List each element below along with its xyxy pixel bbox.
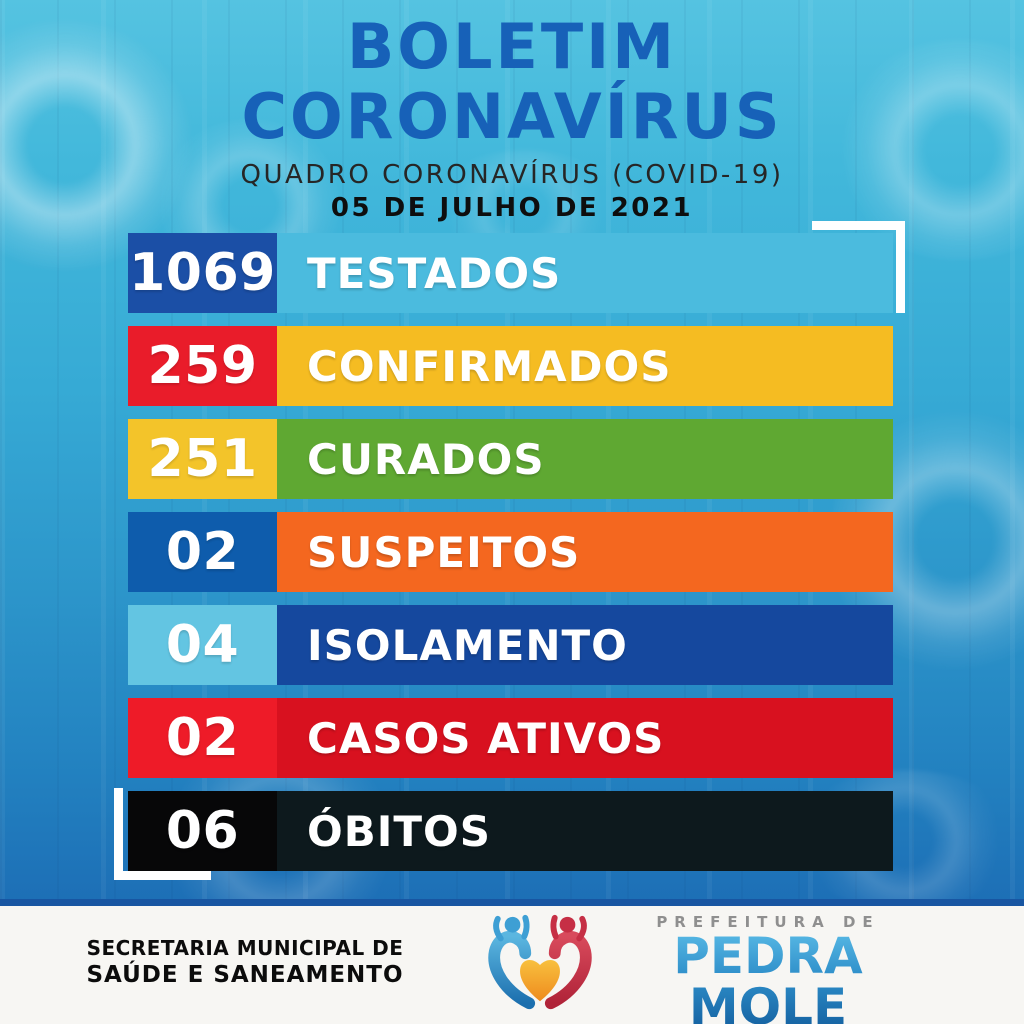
footer-rule xyxy=(0,899,1024,906)
stat-row: 04 ISOLAMENTO xyxy=(128,605,893,685)
stat-label: SUSPEITOS xyxy=(307,527,581,577)
stat-row: 1069 TESTADOS xyxy=(128,233,893,313)
pedra-mole-logo xyxy=(488,914,592,1010)
secretariat-block: SECRETARIA MUNICIPAL DE SAÚDE E SANEAMEN… xyxy=(50,936,440,990)
subtitle: QUADRO CORONAVÍRUS (COVID-19) xyxy=(240,160,784,190)
decor-frame-corner-top-right xyxy=(812,221,905,313)
stats-list: 1069 TESTADOS 259 CONFIRMADOS 251 CURADO… xyxy=(128,233,893,884)
page-title-line1: BOLETIM xyxy=(347,10,677,83)
stat-value: 02 xyxy=(128,512,277,592)
person-figure-right xyxy=(544,914,592,1010)
stat-row: 251 CURADOS xyxy=(128,419,893,499)
stat-label: CASOS ATIVOS xyxy=(307,713,665,763)
stat-label: CONFIRMADOS xyxy=(307,341,672,391)
heart-icon xyxy=(520,960,560,1002)
stat-row: 06 ÓBITOS xyxy=(128,791,893,871)
stat-label: TESTADOS xyxy=(307,248,562,298)
stat-value: 1069 xyxy=(128,233,277,313)
bulletin-date: 05 DE JULHO DE 2021 xyxy=(330,193,694,223)
stat-value: 251 xyxy=(128,419,277,499)
person-figure-left xyxy=(488,914,536,1010)
stat-bar: SUSPEITOS xyxy=(277,512,893,592)
stat-label: CURADOS xyxy=(307,434,545,484)
prefecture-name: PEDRA MOLE xyxy=(598,931,938,1024)
prefecture-label: PREFEITURA DE xyxy=(656,913,880,931)
stat-value: 259 xyxy=(128,326,277,406)
stat-bar: ÓBITOS xyxy=(277,791,893,871)
stat-bar: ISOLAMENTO xyxy=(277,605,893,685)
stat-label: ISOLAMENTO xyxy=(307,620,628,670)
stat-bar: CONFIRMADOS xyxy=(277,326,893,406)
stat-value: 06 xyxy=(128,791,277,871)
prefecture-brand-block: PREFEITURA DE PEDRA MOLE Construindo uma… xyxy=(598,913,938,1024)
secretariat-line1: SECRETARIA MUNICIPAL DE xyxy=(86,936,404,960)
stat-bar: CURADOS xyxy=(277,419,893,499)
stat-value: 02 xyxy=(128,698,277,778)
stat-bar: TESTADOS xyxy=(277,233,893,313)
decor-frame-corner-bottom-left xyxy=(114,788,211,880)
stat-bar: CASOS ATIVOS xyxy=(277,698,893,778)
secretariat-line2: SAÚDE E SANEAMENTO xyxy=(86,962,404,988)
stat-row: 02 SUSPEITOS xyxy=(128,512,893,592)
page-title-line2: CORONAVÍRUS xyxy=(241,80,783,153)
stat-value: 04 xyxy=(128,605,277,685)
stat-row: 259 CONFIRMADOS xyxy=(128,326,893,406)
stat-label: ÓBITOS xyxy=(307,806,491,856)
stat-row: 02 CASOS ATIVOS xyxy=(128,698,893,778)
